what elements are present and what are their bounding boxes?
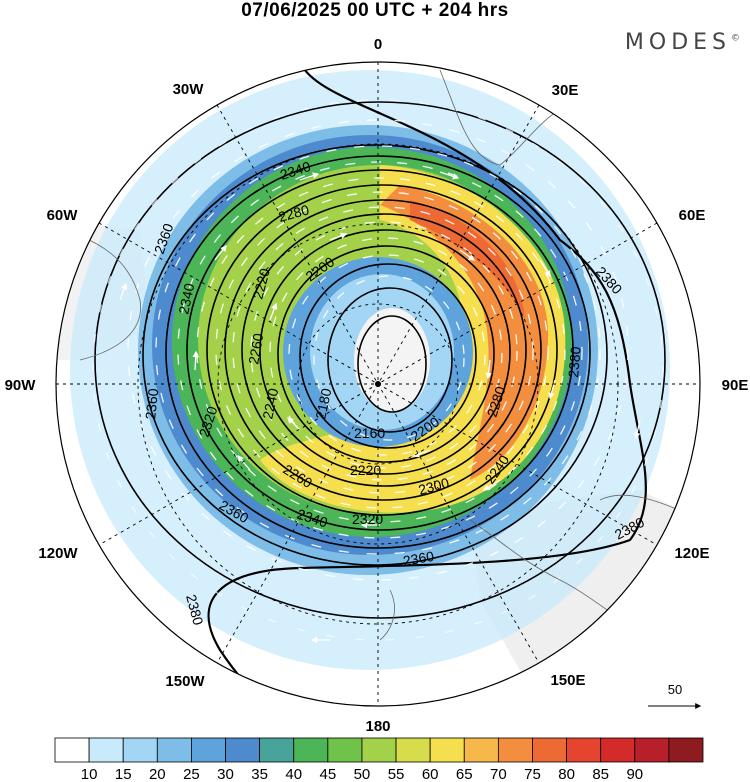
contour-2260 xyxy=(241,213,527,487)
shade-70 xyxy=(380,185,549,480)
lon-label-120w: 120W xyxy=(38,545,78,562)
contour-label: 2380 xyxy=(565,346,584,379)
shade-75 xyxy=(410,200,525,320)
colorbar-swatch xyxy=(259,737,295,763)
contour-label: 2320 xyxy=(352,511,383,527)
colorbar-swatch xyxy=(191,737,226,763)
colorbar-swatch xyxy=(668,737,704,763)
colorbar-swatch xyxy=(463,737,499,763)
contour-2360 xyxy=(142,144,608,566)
colorbar-tick-label: 65 xyxy=(456,766,473,782)
contour-label-group: 2340 2360 2280 2200 2380 2340 2380 2260 … xyxy=(142,158,647,627)
contour-2240 xyxy=(259,229,511,475)
colorbar-tick-label: 30 xyxy=(217,766,234,782)
colorbar-tick-label: 45 xyxy=(319,766,336,782)
colorbar-tick-label: 15 xyxy=(115,766,132,782)
contour-label: 2160 xyxy=(354,425,385,441)
colorbar-tick-label: 90 xyxy=(626,766,643,782)
wind-arrows xyxy=(119,171,641,644)
contour-label: 2360 xyxy=(402,548,436,569)
colorbar-swatch xyxy=(293,737,329,763)
colorbar-swatch xyxy=(54,737,90,763)
colorbar-swatch xyxy=(634,737,670,763)
colorbar-swatch xyxy=(88,737,124,763)
map-border xyxy=(55,61,701,707)
lon-label-90e: 90E xyxy=(722,377,749,394)
colorbar-tick-label: 20 xyxy=(149,766,166,782)
pole-marker xyxy=(375,381,381,387)
colorbar-tick-label: 40 xyxy=(285,766,302,782)
brand-logo: MODES© xyxy=(625,30,740,55)
contour-outer-2380 xyxy=(207,62,647,706)
map-title: 07/06/2025 00 UTC + 204 hrs xyxy=(241,0,509,21)
contour-label: 2220 xyxy=(350,462,381,478)
lon-label-120e: 120E xyxy=(674,545,709,562)
reference-vector: 50 xyxy=(648,682,702,709)
contour-2300 xyxy=(206,184,558,516)
colorbar-tick-label: 10 xyxy=(81,766,98,782)
contour-label: 2260 xyxy=(245,332,266,366)
contour-2180 xyxy=(327,287,453,433)
contour-label: 2360 xyxy=(142,387,161,420)
lon-label-60e: 60E xyxy=(679,207,706,224)
brand-name: MODES xyxy=(624,30,731,55)
colorbar-swatch xyxy=(600,737,636,763)
contour-2160 xyxy=(357,315,427,413)
contour-label: 2280 xyxy=(277,201,311,225)
colorbar-tick-label: 70 xyxy=(490,766,507,782)
lon-label-30w: 30W xyxy=(173,81,205,98)
colorbar-swatch xyxy=(532,737,567,763)
colorbar-swatch xyxy=(395,737,431,763)
lon-label-90w: 90W xyxy=(5,377,37,394)
contour-label: 2220 xyxy=(249,266,273,300)
lon-label-150w: 150W xyxy=(165,673,205,690)
lon-label-0: 0 xyxy=(374,36,382,53)
contour-label: 2380 xyxy=(183,593,207,627)
lon-label-150e: 150E xyxy=(550,672,585,689)
contour-2280 xyxy=(224,199,542,501)
brand-mark: © xyxy=(731,33,740,44)
map-disk xyxy=(56,62,700,706)
contour-2200 xyxy=(299,263,477,449)
contour-2320 xyxy=(186,169,574,531)
colorbar-swatch xyxy=(122,737,158,763)
colorbar-tick-label: 50 xyxy=(354,766,371,782)
colorbar-swatch xyxy=(566,737,602,763)
lon-label-30e: 30E xyxy=(552,82,579,99)
colorbar-swatch xyxy=(327,737,363,763)
contour-label: 2240 xyxy=(259,387,281,421)
colorbar-tick-label: 85 xyxy=(592,766,609,782)
lon-label-60w: 60W xyxy=(47,207,79,224)
colorbar-swatch xyxy=(361,737,397,763)
lon-label-180: 180 xyxy=(365,718,390,735)
longitude-labels: 0 30E 60E 90E 120E 150E 180 150W 120W 90… xyxy=(5,36,749,735)
contour-label: 2340 xyxy=(175,282,197,316)
contour-2380 xyxy=(94,101,666,619)
colorbar-tick-label: 25 xyxy=(183,766,200,782)
colorbar-swatch xyxy=(429,737,465,763)
colorbar: 10 15 20 25 30 35 40 45 50 55 60 65 70 75 80 85 90 xyxy=(54,737,704,782)
colorbar-tick-label: 35 xyxy=(251,766,268,782)
colorbar-tick-label: 80 xyxy=(558,766,575,782)
colorbar-tick-label: 60 xyxy=(422,766,439,782)
colorbar-tick-label: 75 xyxy=(524,766,541,782)
colorbar-swatch xyxy=(156,737,192,763)
reference-vector-label: 50 xyxy=(668,682,682,697)
contour-2220 xyxy=(277,245,495,463)
colorbar-tick-label: 55 xyxy=(388,766,405,782)
contour-label: 2300 xyxy=(417,474,451,498)
wind-streamlines xyxy=(92,99,664,641)
colorbar-swatch xyxy=(497,737,533,763)
colorbar-swatch xyxy=(225,737,261,763)
contour-label: 2180 xyxy=(312,387,334,421)
